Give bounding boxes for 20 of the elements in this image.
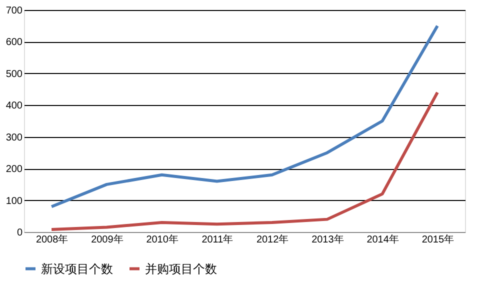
legend-label: 并购项目个数 [145, 262, 217, 276]
legend-label: 新设项目个数 [41, 262, 113, 276]
x-tick-label: 2013年 [312, 234, 344, 246]
x-tick-label: 2015年 [422, 234, 454, 246]
y-tick-label: 500 [6, 68, 23, 80]
y-tick-label: 0 [16, 228, 23, 238]
y-tick-label: 700 [6, 6, 23, 16]
y-tick-label: 400 [6, 100, 23, 112]
x-tick-label: 2012年 [256, 234, 289, 246]
y-tick-label: 100 [6, 196, 23, 207]
x-tick-label: 2014年 [366, 234, 399, 246]
x-tick-label: 2009年 [91, 234, 124, 246]
x-tick-label: 2011年 [202, 234, 234, 246]
line-series [50, 90, 439, 231]
y-tick-label: 600 [6, 37, 23, 48]
line-series [50, 24, 439, 208]
y-tick-label: 300 [6, 132, 23, 144]
x-tick-label: 2008年 [36, 234, 68, 246]
x-tick-label: 2010年 [146, 234, 178, 246]
y-tick-label: 200 [6, 164, 23, 176]
